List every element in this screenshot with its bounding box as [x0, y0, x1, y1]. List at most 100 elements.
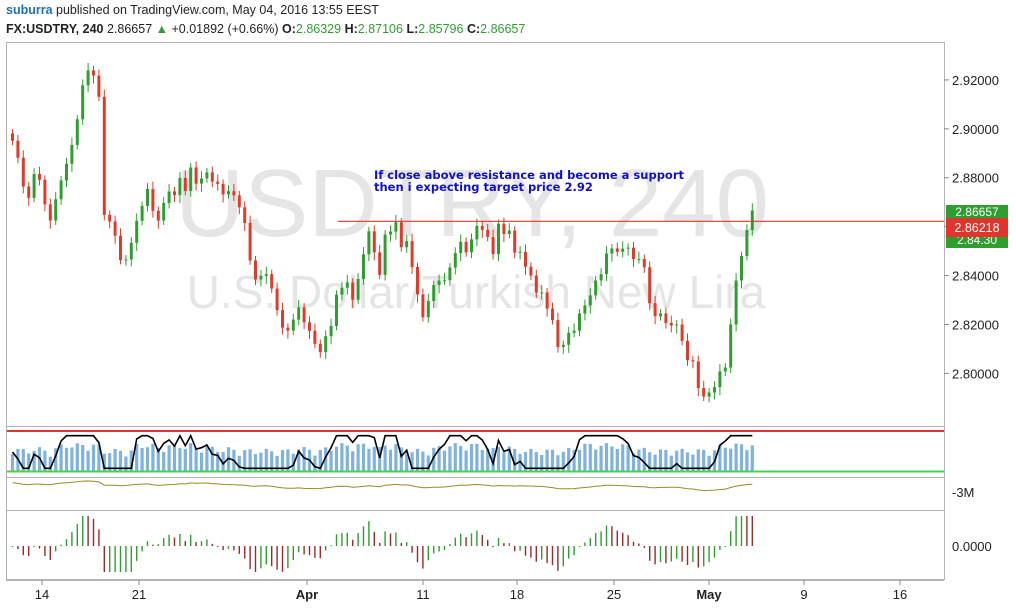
volume-bar — [432, 447, 436, 471]
annotation-line-1[interactable]: If close above resistance and become a s… — [374, 168, 685, 182]
candle-body — [621, 248, 625, 252]
volume-bar — [102, 453, 106, 471]
histogram-bar — [17, 546, 19, 550]
candle-body — [718, 371, 722, 388]
price-change: +0.01892 (+0.66%) — [171, 22, 279, 36]
money-flow-line — [12, 480, 753, 492]
candle-body — [38, 174, 41, 180]
candle-body — [259, 275, 263, 280]
candle-body — [81, 85, 85, 120]
candle-body — [459, 241, 463, 254]
low-label: L: — [406, 22, 419, 36]
volume-bar — [410, 452, 414, 471]
candle-body — [183, 177, 187, 191]
volume-bar — [210, 446, 214, 471]
histogram-bar — [454, 537, 456, 546]
volume-bar — [604, 443, 609, 471]
volume-bar — [356, 444, 360, 471]
histogram-bar — [87, 516, 89, 546]
volume-bar — [475, 443, 479, 471]
volume-bar — [270, 451, 274, 471]
candle-body — [394, 222, 398, 232]
histogram-bar — [98, 529, 100, 546]
histogram-bar — [465, 537, 467, 546]
candle-body — [686, 340, 689, 361]
volume-bar — [91, 444, 96, 471]
candle-body — [410, 241, 414, 268]
histogram-bar — [125, 546, 127, 572]
histogram-bar — [114, 546, 116, 572]
volume-bar — [588, 444, 592, 471]
histogram-bar — [433, 546, 435, 554]
candle-body — [48, 204, 52, 221]
candle-body — [129, 242, 133, 260]
volume-bar — [64, 447, 69, 471]
candle-body — [329, 325, 333, 337]
histogram-bar — [65, 539, 68, 546]
histogram-bar — [308, 546, 311, 556]
candle-body — [653, 303, 657, 317]
annotation-line-2[interactable]: then i expecting target price 2.92 — [374, 180, 593, 194]
volume-bar — [523, 451, 528, 471]
histogram-bar — [638, 543, 640, 546]
volume-bar — [658, 449, 663, 471]
volume-bar — [691, 454, 695, 471]
histogram-bar — [686, 546, 689, 566]
candle-body — [642, 258, 646, 268]
published-text: published on TradingView.com, May 04, 20… — [56, 3, 379, 17]
histogram-bar — [357, 533, 359, 546]
histogram-bar — [541, 546, 543, 560]
resistance-price-tag-text: 2.86218 — [954, 221, 999, 235]
histogram-bar — [460, 533, 462, 546]
volume-bar — [135, 444, 139, 471]
histogram-bar — [503, 543, 505, 546]
histogram-bar — [605, 525, 608, 546]
volume-bar — [367, 448, 371, 471]
histogram-bars — [11, 516, 753, 572]
candle-body — [486, 229, 490, 237]
volume-bar — [745, 450, 749, 471]
volume-bar — [502, 452, 506, 471]
candle-body — [113, 221, 117, 236]
candle-body — [167, 191, 171, 203]
histogram-bar — [76, 523, 78, 546]
histogram-bar — [622, 532, 624, 546]
volume-bar — [10, 454, 15, 471]
candle-body — [615, 248, 619, 252]
histogram-bar — [724, 546, 726, 547]
candle-body — [248, 222, 252, 261]
histogram-bar — [740, 516, 743, 546]
volume-bar — [378, 447, 382, 471]
histogram-bar — [389, 533, 392, 546]
watermark-description: U.S. Dollar/Turkish New Lira — [187, 266, 766, 318]
volume-bar — [421, 451, 425, 471]
price-tick-label: 2.90000 — [952, 122, 999, 137]
histogram-bar — [735, 516, 737, 546]
candle-body — [594, 280, 598, 296]
volume-bar — [664, 449, 668, 471]
volume-bar — [669, 455, 673, 471]
candle-body — [572, 330, 576, 333]
histogram-bar — [697, 546, 699, 568]
volume-bar — [372, 446, 376, 471]
histogram-bar — [568, 546, 570, 559]
histogram-bar — [260, 546, 262, 569]
candle-body — [464, 241, 468, 253]
volume-bar — [21, 449, 25, 471]
candle-body — [540, 292, 544, 294]
up-arrow-icon: ▲ — [155, 22, 169, 36]
volume-bar — [108, 453, 112, 471]
histogram-bar — [330, 545, 332, 547]
volume-bar — [685, 452, 690, 471]
candle-body — [389, 231, 392, 235]
high-value: 2.87106 — [357, 22, 403, 36]
author-link[interactable]: suburra — [6, 3, 53, 17]
price-tick-label: 2.82000 — [952, 317, 999, 332]
volume-bar — [199, 452, 204, 471]
histogram-bar — [443, 546, 446, 550]
volume-bar — [594, 449, 598, 471]
volume-bar — [313, 455, 317, 471]
candle-body — [221, 183, 225, 195]
volume-bar — [405, 451, 409, 471]
